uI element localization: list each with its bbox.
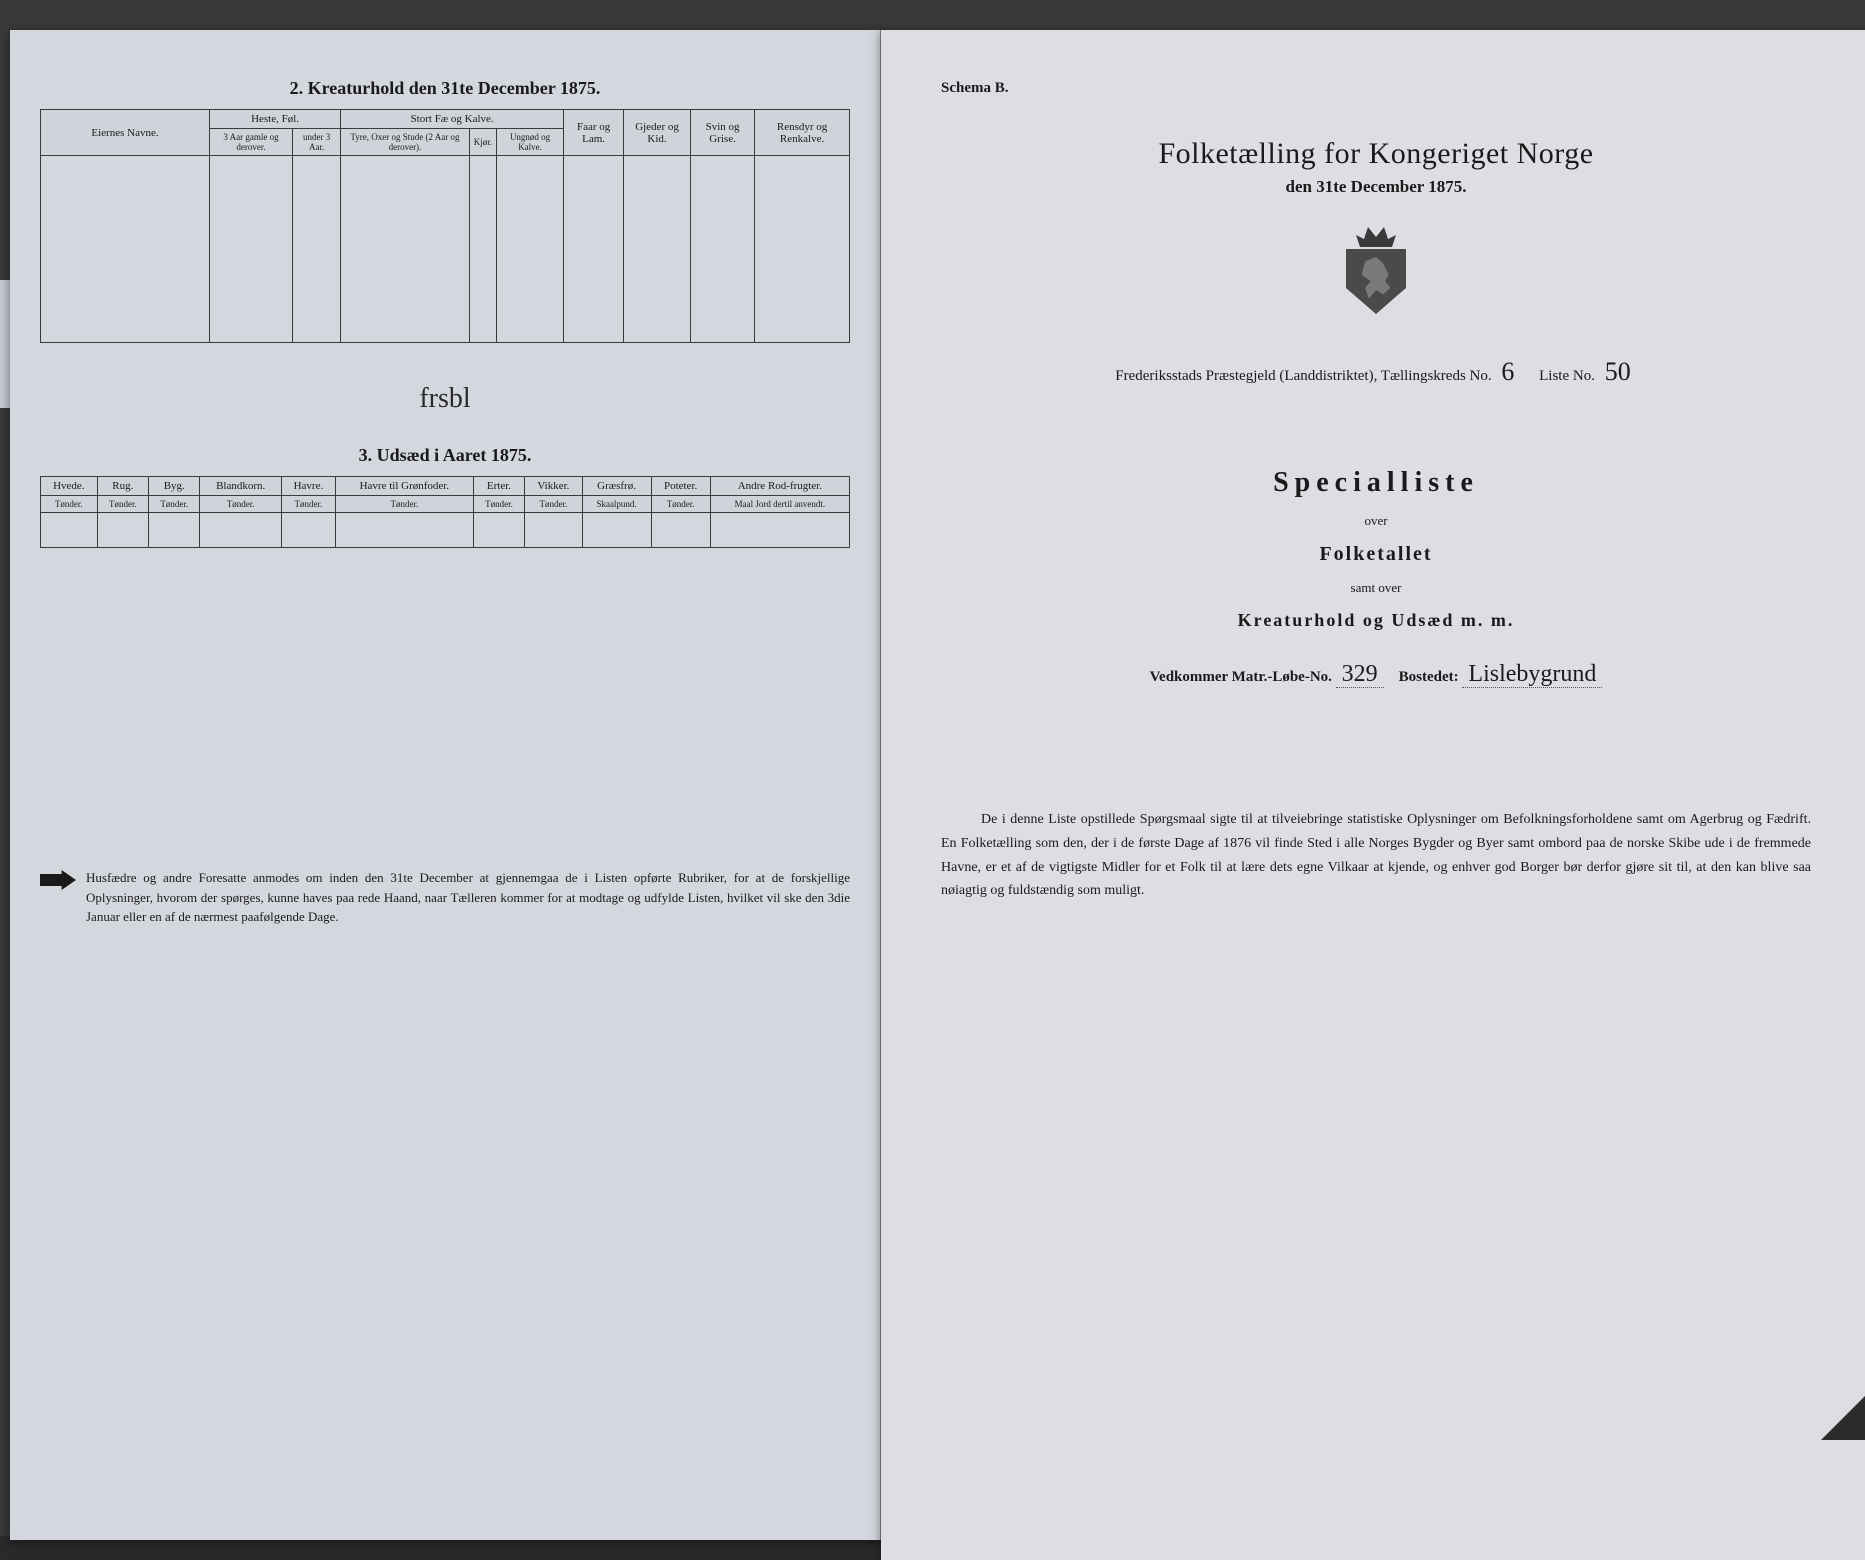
bostedet-value: Lislebygrund xyxy=(1462,661,1602,688)
col-rug: Rug. xyxy=(97,477,148,496)
kreds-no: 6 xyxy=(1495,357,1520,387)
liste-no: 50 xyxy=(1599,357,1637,387)
norway-coat-of-arms-icon xyxy=(1341,227,1411,317)
unit: Tønder. xyxy=(335,496,473,513)
vedkommer-line: Vedkommer Matr.-Løbe-No. 329 Bostedet: L… xyxy=(941,661,1811,688)
district-line: Frederiksstads Præstegjeld (Landdistrikt… xyxy=(941,357,1811,387)
grp-gjeder: Gjeder og Kid. xyxy=(624,110,691,156)
tbl3-cell xyxy=(97,513,148,548)
grp-faar: Faar og Lam. xyxy=(564,110,624,156)
liste-label: Liste No. xyxy=(1539,368,1595,384)
schema-label: Schema B. xyxy=(941,80,1811,97)
tbl3-cell xyxy=(582,513,651,548)
tbl2-cell xyxy=(564,156,624,343)
tbl3-cell xyxy=(200,513,281,548)
right-page: Schema B. Folketælling for Kongeriget No… xyxy=(881,30,1865,1560)
grp-heste: Heste, Føl. xyxy=(210,110,341,129)
col-hvede: Hvede. xyxy=(41,477,98,496)
district-prefix: Frederiksstads Præstegjeld (Landdistrikt… xyxy=(1115,368,1491,384)
pointing-hand-icon xyxy=(40,870,76,890)
sub-stort-a: Tyre, Oxer og Stude (2 Aar og derover). xyxy=(341,129,470,156)
unit: Tønder. xyxy=(200,496,281,513)
tbl3-cell xyxy=(41,513,98,548)
crown-icon xyxy=(1356,227,1396,247)
section2-title: 2. Kreaturhold den 31te December 1875. xyxy=(40,78,850,99)
col-poteter: Poteter. xyxy=(651,477,710,496)
handwritten-signature: frsbl xyxy=(40,383,850,415)
grp-svin: Svin og Grise. xyxy=(690,110,754,156)
tbl3-cell xyxy=(149,513,200,548)
col-grasfro: Græsfrø. xyxy=(582,477,651,496)
kreaturhold-table: Eiernes Navne. Heste, Føl. Stort Fæ og K… xyxy=(40,109,850,343)
tbl2-cell xyxy=(755,156,850,343)
grp-stort: Stort Fæ og Kalve. xyxy=(341,110,564,129)
sub-title: den 31te December 1875. xyxy=(941,177,1811,197)
samt-label: samt over xyxy=(941,580,1811,596)
col-vikker: Vikker. xyxy=(525,477,582,496)
sub-stort-c: Ungnød og Kalve. xyxy=(497,129,564,156)
left-page: 2. Kreaturhold den 31te December 1875. E… xyxy=(10,30,881,1540)
unit: Tønder. xyxy=(41,496,98,513)
kreatur-heading: Kreaturhold og Udsæd m. m. xyxy=(941,610,1811,631)
book-spread: 2. Kreaturhold den 31te December 1875. E… xyxy=(0,0,1865,1536)
unit-andre: Maal Jord dertil anvendt. xyxy=(710,496,849,513)
sub-stort-b: Kjør. xyxy=(469,129,496,156)
col-eier: Eiernes Navne. xyxy=(41,110,210,156)
sub-heste-a: 3 Aar gamle og derover. xyxy=(210,129,293,156)
unit: Tønder. xyxy=(525,496,582,513)
grp-ren: Rensdyr og Renkalve. xyxy=(755,110,850,156)
tbl3-cell xyxy=(335,513,473,548)
tbl3-cell xyxy=(651,513,710,548)
tbl2-cell xyxy=(341,156,470,343)
col-andre: Andre Rod-frugter. xyxy=(710,477,849,496)
udsaed-table: Hvede. Rug. Byg. Blandkorn. Havre. Havre… xyxy=(40,476,850,548)
tbl3-cell xyxy=(525,513,582,548)
bostedet-label: Bostedet: xyxy=(1399,669,1459,685)
col-havre-gron: Havre til Grønfoder. xyxy=(335,477,473,496)
main-title: Folketælling for Kongeriget Norge xyxy=(941,137,1811,171)
tbl2-cell xyxy=(210,156,293,343)
over-label: over xyxy=(941,513,1811,529)
vedkommer-label: Vedkommer Matr.-Løbe-No. xyxy=(1150,669,1332,685)
unit: Tønder. xyxy=(281,496,335,513)
col-blandkorn: Blandkorn. xyxy=(200,477,281,496)
sub-heste-b: under 3 Aar. xyxy=(293,129,341,156)
unit-skaal: Skaalpund. xyxy=(582,496,651,513)
matr-no: 329 xyxy=(1336,661,1384,688)
tbl3-cell xyxy=(473,513,524,548)
tbl2-cell xyxy=(293,156,341,343)
unit: Tønder. xyxy=(149,496,200,513)
col-erter: Erter. xyxy=(473,477,524,496)
tbl3-cell xyxy=(281,513,335,548)
folketallet-heading: Folketallet xyxy=(941,543,1811,566)
specialliste-title: Specialliste xyxy=(941,467,1811,499)
col-byg: Byg. xyxy=(149,477,200,496)
bottom-paragraph: De i denne Liste opstillede Spørgsmaal s… xyxy=(941,808,1811,903)
left-footnote: Husfædre og andre Foresatte anmodes om i… xyxy=(40,868,850,927)
tbl2-cell xyxy=(690,156,754,343)
tbl2-cell xyxy=(469,156,496,343)
section3-title: 3. Udsæd i Aaret 1875. xyxy=(40,445,850,466)
unit: Tønder. xyxy=(473,496,524,513)
lion-icon xyxy=(1358,257,1394,301)
unit: Tønder. xyxy=(651,496,710,513)
tbl2-cell xyxy=(41,156,210,343)
tbl3-cell xyxy=(710,513,849,548)
unit: Tønder. xyxy=(97,496,148,513)
tbl2-cell xyxy=(497,156,564,343)
page-dogear-icon xyxy=(1821,1380,1865,1440)
shield-icon xyxy=(1346,249,1406,314)
tbl2-cell xyxy=(624,156,691,343)
col-havre: Havre. xyxy=(281,477,335,496)
footnote-text: Husfædre og andre Foresatte anmodes om i… xyxy=(86,868,850,927)
